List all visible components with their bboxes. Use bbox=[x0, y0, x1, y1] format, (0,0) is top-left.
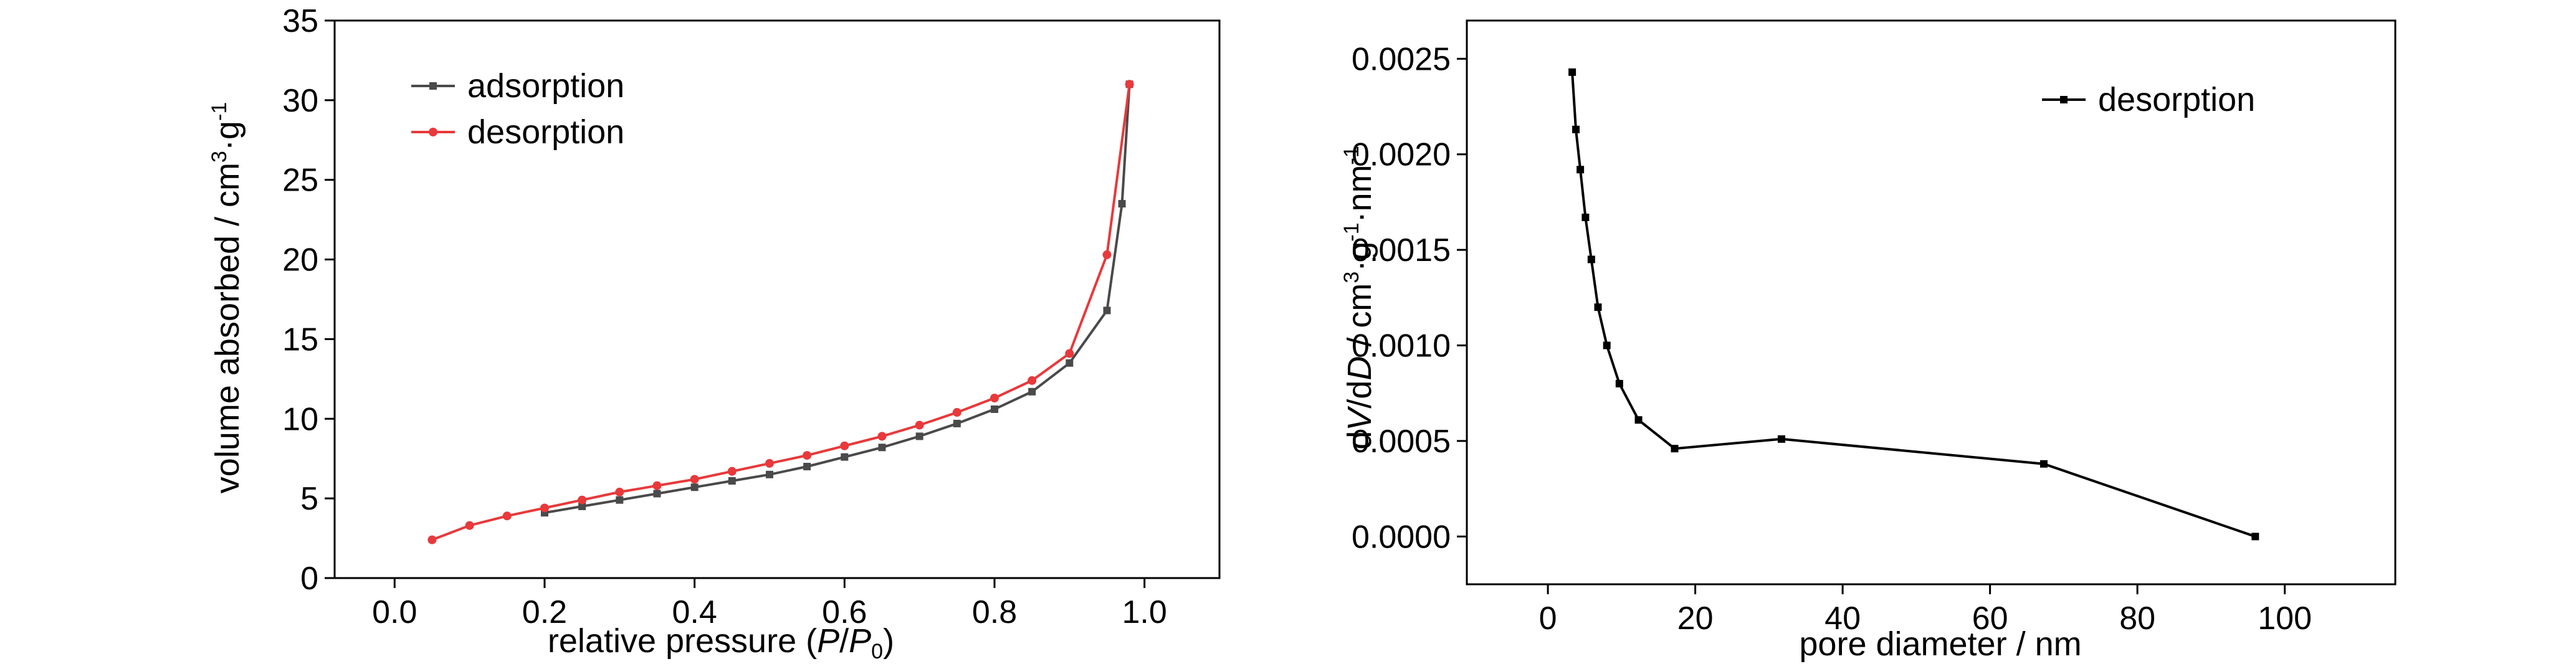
data-point bbox=[1028, 387, 1036, 396]
x-tick-label: 80 bbox=[2119, 600, 2155, 637]
data-point bbox=[728, 477, 736, 485]
data-point bbox=[1777, 435, 1785, 443]
data-point bbox=[502, 511, 512, 521]
data-point bbox=[1028, 376, 1037, 385]
y-tick-label: 0.0025 bbox=[1352, 41, 1451, 77]
y-tick-label: 20 bbox=[282, 242, 318, 278]
y-tick-label: 25 bbox=[282, 163, 318, 199]
data-point bbox=[915, 432, 923, 440]
data-point bbox=[803, 463, 811, 470]
data-point bbox=[1587, 255, 1595, 263]
y-tick-label: 0.0005 bbox=[1352, 424, 1451, 460]
data-point bbox=[990, 405, 998, 413]
data-point bbox=[652, 481, 662, 490]
data-point bbox=[1125, 80, 1134, 89]
x-tick-label: 0.0 bbox=[372, 594, 417, 630]
legend-label-adsorption: adsorption bbox=[467, 67, 624, 105]
data-point bbox=[1568, 68, 1577, 76]
legend-label-desorption: desorption bbox=[2098, 81, 2255, 118]
data-point bbox=[465, 521, 474, 530]
data-point bbox=[2251, 533, 2259, 541]
y-axis-label: volume absorbed / cm3·g-1 bbox=[208, 102, 246, 493]
data-point bbox=[877, 432, 887, 441]
plot-frame bbox=[333, 19, 1221, 579]
data-point bbox=[616, 496, 624, 504]
data-point bbox=[990, 394, 999, 403]
x-axis-label: pore diameter / nm bbox=[1799, 625, 2081, 663]
series-line-adsorption bbox=[544, 84, 1131, 515]
y-tick-label: 35 bbox=[282, 3, 318, 39]
x-tick-label: 100 bbox=[2258, 600, 2312, 637]
x-axis-label: relative pressure (P/P0) bbox=[548, 622, 894, 663]
pore-distribution-chart: 0 20 40 60 80 100 0.0000 0.0005 0.0010 0.0015 0.00… bbox=[1288, 0, 2576, 669]
data-point bbox=[1118, 200, 1126, 208]
y-tick-label: 0 bbox=[300, 561, 318, 597]
data-point bbox=[1603, 341, 1611, 349]
data-point bbox=[2039, 460, 2048, 468]
x-tick-label: 40 bbox=[1825, 600, 1861, 637]
data-point bbox=[841, 453, 849, 461]
data-point bbox=[540, 503, 549, 513]
legend-marker bbox=[2060, 96, 2068, 103]
data-point bbox=[953, 419, 961, 427]
y-tick-label: 15 bbox=[282, 321, 318, 358]
data-point bbox=[727, 467, 737, 476]
y-tick-label: 0.0000 bbox=[1352, 519, 1451, 555]
y-tick-label: 0.0015 bbox=[1352, 232, 1451, 268]
isotherm-chart: 0.0 0.2 0.4 0.6 0.8 1.0 0 5 10 15 20 25 30 35 adsorpti… bbox=[208, 3, 1221, 663]
series-line-desorption bbox=[1571, 72, 2256, 538]
data-point bbox=[1577, 166, 1585, 174]
data-point bbox=[690, 483, 699, 491]
data-point bbox=[1572, 125, 1580, 133]
legend-marker bbox=[429, 82, 437, 90]
data-point bbox=[690, 475, 699, 484]
data-point bbox=[952, 408, 961, 417]
data-point bbox=[803, 451, 812, 460]
series-line-desorption bbox=[431, 84, 1131, 541]
data-point bbox=[915, 420, 924, 430]
data-point bbox=[1102, 250, 1112, 259]
data-point bbox=[765, 470, 773, 478]
data-point bbox=[1065, 349, 1074, 358]
pore-distribution-chart-svg: 0 20 40 60 80 100 0.0000 0.0005 0.0010 0.0015 0.00… bbox=[1340, 19, 2397, 663]
data-point bbox=[653, 490, 661, 498]
data-point bbox=[615, 487, 624, 496]
legend-marker bbox=[429, 128, 437, 136]
x-tick-label: 0 bbox=[1539, 600, 1557, 637]
data-point bbox=[1671, 445, 1679, 453]
x-tick-label: 0.2 bbox=[522, 594, 567, 630]
data-point bbox=[427, 535, 437, 544]
data-point bbox=[578, 495, 587, 505]
y-tick-label: 0.0010 bbox=[1352, 328, 1451, 364]
data-point bbox=[878, 444, 886, 452]
y-tick-label: 5 bbox=[300, 481, 318, 517]
data-point bbox=[1066, 359, 1074, 367]
y-tick-label: 0.0020 bbox=[1352, 137, 1451, 173]
x-tick-label: 60 bbox=[1972, 600, 2008, 637]
data-point bbox=[1634, 416, 1643, 424]
x-tick-label: 20 bbox=[1677, 600, 1714, 637]
y-tick-label: 10 bbox=[282, 401, 318, 437]
data-point bbox=[840, 441, 849, 450]
data-point bbox=[1594, 303, 1602, 311]
x-tick-label: 0.8 bbox=[972, 594, 1017, 630]
data-point bbox=[1103, 306, 1111, 315]
data-point bbox=[578, 502, 586, 510]
x-tick-label: 0.4 bbox=[672, 594, 717, 630]
data-point bbox=[1581, 213, 1590, 221]
x-tick-label: 1.0 bbox=[1122, 594, 1167, 630]
y-tick-label: 30 bbox=[282, 83, 318, 119]
plot-frame bbox=[1466, 19, 2397, 586]
isotherm-chart-svg: 0.0 0.2 0.4 0.6 0.8 1.0 0 5 10 15 20 25 30 35 adsorpti… bbox=[208, 3, 1221, 663]
data-point bbox=[765, 458, 774, 468]
legend-label-desorption: desorption bbox=[467, 113, 624, 151]
x-tick-label: 0.6 bbox=[822, 594, 867, 630]
data-point bbox=[1615, 379, 1623, 387]
y-axis-label: dV/dD / cm3·g-1·nm-1 bbox=[1340, 146, 1378, 450]
